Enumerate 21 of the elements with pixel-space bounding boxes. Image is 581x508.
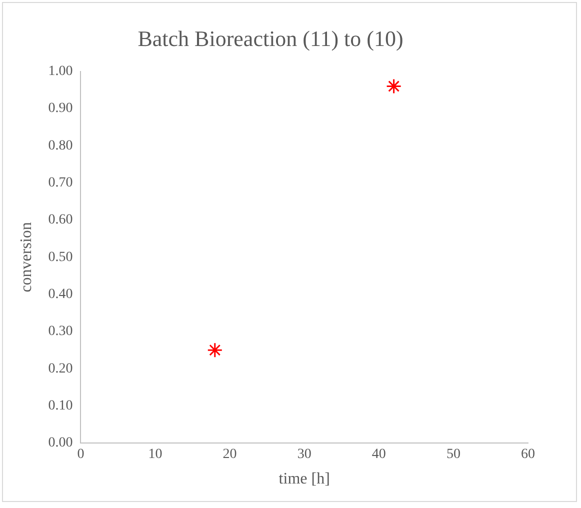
x-tick-label: 20 (222, 447, 237, 462)
x-tick-label: 0 (77, 447, 84, 462)
y-tick-label: 0.70 (48, 176, 73, 191)
y-tick-label: 0.20 (48, 361, 73, 376)
y-tick-label: 0.30 (48, 324, 73, 340)
x-tick-label: 10 (148, 447, 162, 462)
x-tick-label: 40 (372, 447, 386, 462)
x-tick-label: 30 (297, 447, 312, 462)
x-tick-label: 60 (521, 447, 535, 462)
y-tick-label: 0.60 (48, 212, 73, 228)
y-tick-label: 0.90 (48, 101, 73, 116)
y-tick-label: 0.50 (48, 250, 73, 265)
y-tick-label: 0.10 (48, 398, 73, 414)
y-tick-label: 0.00 (48, 436, 73, 451)
y-tick-label: 0.80 (48, 138, 73, 154)
y-tick-label: 0.40 (48, 287, 73, 302)
chart-title: Batch Bioreaction (11) to (10) (138, 26, 404, 51)
y-axis-title: conversion (18, 222, 35, 292)
x-tick-label: 50 (446, 447, 460, 462)
y-tick-label: 1.00 (48, 64, 73, 80)
x-axis-title: time [h] (278, 470, 330, 488)
